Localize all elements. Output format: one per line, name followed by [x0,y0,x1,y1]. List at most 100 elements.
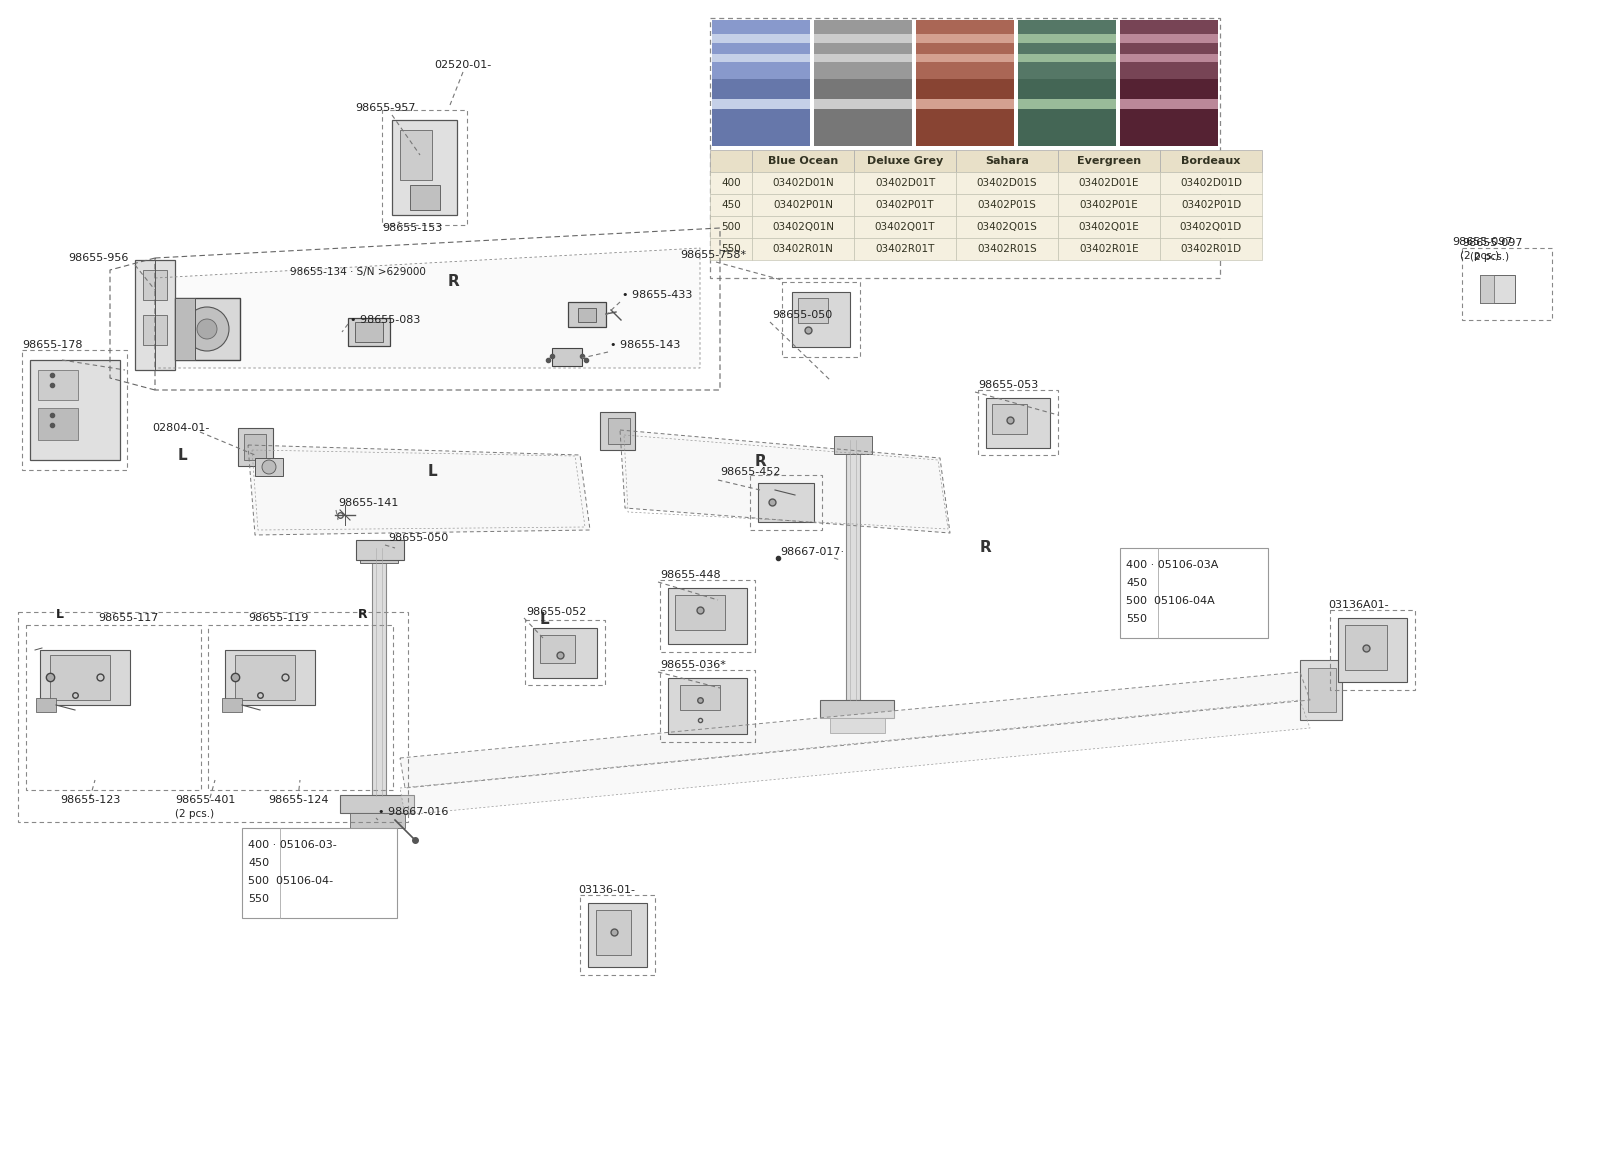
Bar [854,238,957,260]
Bar [174,298,195,360]
Bar [957,238,1058,260]
Bar [814,34,912,43]
Bar [978,390,1058,455]
Text: Bordeaux: Bordeaux [1181,155,1240,166]
Text: 98655-758*: 98655-758* [680,251,746,260]
Bar [782,282,861,357]
Text: 98655-053: 98655-053 [978,380,1038,390]
Bar [712,89,810,145]
Text: 03402D01E: 03402D01E [1078,177,1139,188]
Bar [552,348,582,367]
Text: 03402R01T: 03402R01T [875,244,934,254]
Bar [915,34,1014,43]
Text: 03402R01D: 03402R01D [1181,244,1242,254]
Bar [1018,20,1117,79]
Text: 400 · 05106-03A: 400 · 05106-03A [1126,560,1218,570]
Bar [38,408,78,440]
Text: R: R [448,275,459,290]
Text: 500  05106-04-: 500 05106-04- [248,876,333,886]
Text: 98655-124: 98655-124 [269,795,328,805]
Bar [854,150,957,172]
Bar [600,412,635,450]
Bar [1058,194,1160,216]
Bar [235,655,294,699]
Circle shape [262,461,277,474]
Bar [680,686,720,710]
Bar [355,322,382,342]
Bar [579,896,654,976]
Text: 03402P01N: 03402P01N [773,200,834,210]
Bar [814,89,912,145]
Bar [142,316,166,345]
Bar [792,292,850,347]
Text: 98655-050: 98655-050 [387,532,448,543]
Text: • 98655-083: • 98655-083 [350,316,421,325]
Bar [710,19,1221,278]
Bar [1330,610,1414,690]
Bar [371,548,386,796]
Bar [710,172,752,194]
Text: R: R [979,541,992,556]
Bar [915,55,1014,63]
Bar [26,625,202,790]
Bar [22,350,126,470]
Bar [50,655,110,699]
Bar [1018,34,1117,43]
Text: 450: 450 [248,858,269,868]
Bar [1120,20,1218,146]
Bar [1058,238,1160,260]
Text: 450: 450 [722,200,741,210]
Text: 98655-119: 98655-119 [248,612,309,623]
Bar [814,99,912,109]
Bar [1058,150,1160,172]
Text: 03402Q01T: 03402Q01T [875,222,936,232]
Polygon shape [400,699,1310,815]
Bar [814,20,912,79]
Text: 98655-957: 98655-957 [355,103,416,113]
Bar [243,434,266,461]
Text: (2 pcs.): (2 pcs.) [1470,252,1509,262]
Bar [339,795,414,813]
Bar [712,20,810,146]
Bar [1058,216,1160,238]
Bar [752,194,854,216]
Bar [661,580,755,652]
Text: 400 · 05106-03-: 400 · 05106-03- [248,840,336,850]
Text: 03402Q01E: 03402Q01E [1078,222,1139,232]
Bar [957,216,1058,238]
Bar [712,55,810,63]
Bar [819,699,894,718]
Polygon shape [400,672,1310,788]
Text: 98655-097: 98655-097 [1453,237,1512,247]
Text: (2 pcs.): (2 pcs.) [1459,251,1499,261]
Bar [752,238,854,260]
Text: 98655-956: 98655-956 [67,253,128,263]
Text: 03402Q01D: 03402Q01D [1179,222,1242,232]
Text: 98667-017·: 98667-017· [781,548,845,557]
Text: 98655-153: 98655-153 [382,223,442,233]
Text: 03402R01N: 03402R01N [773,244,834,254]
Circle shape [186,307,229,351]
Bar [1018,99,1117,109]
Bar [1346,625,1387,670]
Bar [1120,99,1218,109]
Text: • 98667-016: • 98667-016 [378,807,448,817]
Bar [134,260,174,370]
Text: L: L [541,612,550,628]
Bar [834,436,872,454]
Text: 98655-117: 98655-117 [98,612,158,623]
Text: 550: 550 [248,894,269,904]
Bar [174,298,240,360]
Bar [222,698,242,712]
Bar [1462,248,1552,320]
Bar [410,184,440,210]
Text: 03402R01E: 03402R01E [1078,244,1139,254]
Bar [392,119,458,215]
Bar [238,428,274,466]
Text: 02520-01-: 02520-01- [434,60,491,70]
Text: 400: 400 [722,177,741,188]
Bar [710,150,752,172]
Bar [1160,216,1262,238]
Text: (2 pcs.): (2 pcs.) [174,809,214,819]
Text: L: L [429,464,438,479]
